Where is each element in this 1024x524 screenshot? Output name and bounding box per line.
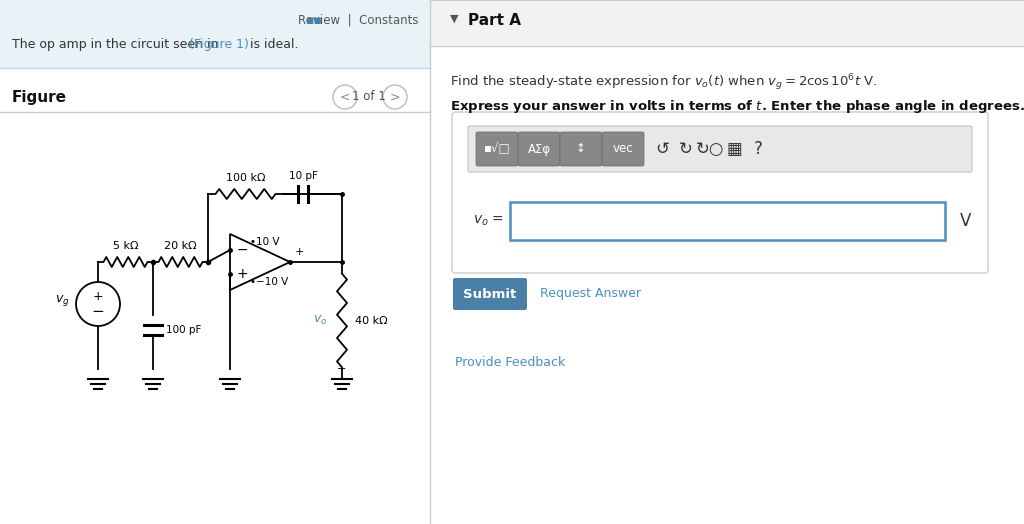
Text: 1 of 1: 1 of 1 — [352, 91, 386, 104]
FancyBboxPatch shape — [430, 0, 1024, 46]
Text: −: − — [337, 364, 347, 374]
Text: Express your answer in volts in terms of $t$. Enter the phase angle in degrees.: Express your answer in volts in terms of… — [450, 98, 1024, 115]
Text: 100 kΩ: 100 kΩ — [225, 173, 265, 183]
FancyBboxPatch shape — [518, 132, 560, 166]
Text: •−10 V: •−10 V — [250, 277, 288, 287]
Text: (Figure 1): (Figure 1) — [189, 38, 249, 51]
Text: −: − — [91, 303, 104, 319]
Circle shape — [333, 85, 357, 109]
Circle shape — [383, 85, 407, 109]
FancyBboxPatch shape — [453, 278, 527, 310]
FancyBboxPatch shape — [452, 112, 988, 273]
Text: Submit: Submit — [464, 288, 517, 300]
Text: ↻: ↻ — [679, 140, 693, 158]
Text: ↻○: ↻○ — [696, 140, 724, 158]
Text: ↕: ↕ — [577, 143, 586, 156]
Text: −: − — [237, 243, 249, 257]
FancyBboxPatch shape — [468, 126, 972, 172]
Text: Find the steady-state expression for $v_o(t)$ when $v_g = 2\cos 10^6 t$ V.: Find the steady-state expression for $v_… — [450, 72, 878, 93]
Text: vec: vec — [612, 143, 633, 156]
Text: V: V — [961, 212, 972, 230]
Text: 20 kΩ: 20 kΩ — [164, 241, 197, 251]
Text: Figure: Figure — [12, 90, 67, 105]
Text: The op amp in the circuit seen in: The op amp in the circuit seen in — [12, 38, 222, 51]
FancyBboxPatch shape — [0, 0, 430, 68]
Text: ▼: ▼ — [450, 14, 459, 24]
Text: $v_g$: $v_g$ — [55, 293, 70, 309]
Text: Review  |  Constants: Review | Constants — [298, 14, 418, 27]
Text: +: + — [295, 247, 304, 257]
Text: 40 kΩ: 40 kΩ — [355, 315, 388, 325]
Text: +: + — [93, 290, 103, 303]
Text: ▪▪: ▪▪ — [306, 14, 323, 27]
Text: ▦: ▦ — [726, 140, 741, 158]
Text: ▪√□: ▪√□ — [483, 143, 510, 156]
Text: <: < — [340, 91, 350, 104]
Text: Provide Feedback: Provide Feedback — [455, 356, 565, 369]
FancyBboxPatch shape — [602, 132, 644, 166]
FancyBboxPatch shape — [476, 132, 518, 166]
FancyBboxPatch shape — [510, 202, 945, 240]
Text: ↺: ↺ — [655, 140, 669, 158]
FancyBboxPatch shape — [560, 132, 602, 166]
Text: Part A: Part A — [468, 13, 521, 28]
Text: ?: ? — [754, 140, 763, 158]
Text: Request Answer: Request Answer — [540, 288, 641, 300]
Text: $v_o$: $v_o$ — [312, 314, 327, 327]
Text: +: + — [237, 267, 249, 281]
FancyBboxPatch shape — [0, 68, 430, 524]
Text: 10 pF: 10 pF — [289, 171, 317, 181]
Text: 5 kΩ: 5 kΩ — [113, 241, 138, 251]
Text: >: > — [390, 91, 400, 104]
Text: 100 pF: 100 pF — [166, 325, 202, 335]
Text: ΑΣφ: ΑΣφ — [527, 143, 551, 156]
Text: is ideal.: is ideal. — [246, 38, 299, 51]
Circle shape — [76, 282, 120, 326]
Text: $v_o$ =: $v_o$ = — [473, 214, 504, 228]
Text: •10 V: •10 V — [250, 237, 280, 247]
